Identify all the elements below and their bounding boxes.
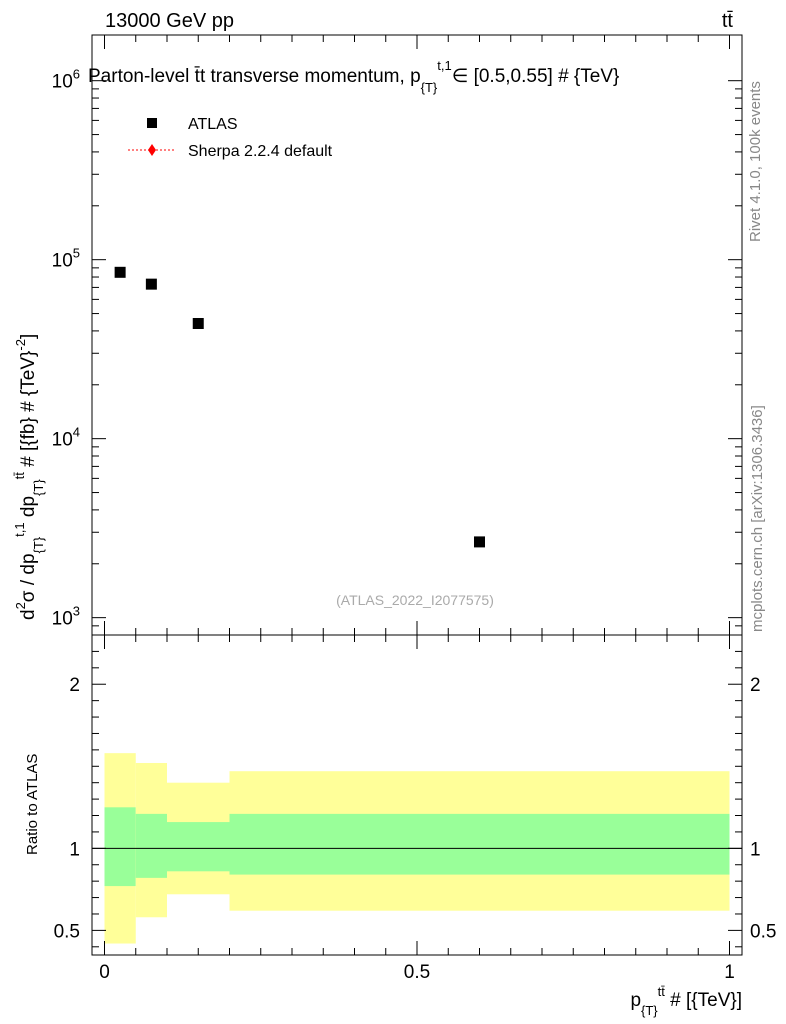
x-tick-label: 0.5 (404, 962, 430, 983)
main-y-tick-label: 104 (52, 425, 80, 451)
atlas-point (114, 266, 126, 278)
main-y-label: d2σ / dp{T}t,1 dp{T}tt̄ # [{fb} # {TeV}-… (12, 334, 46, 620)
rivet-label: Rivet 4.1.0, 100k events (747, 81, 764, 242)
analysis-watermark: (ATLAS_2022_I2077575) (336, 592, 494, 608)
ratio-panel: 0.5 0.51 12 2 0 0.5 1 (54, 634, 776, 983)
header-left: 13000 GeV pp (105, 10, 234, 32)
main-y-tick-label: 106 (52, 67, 80, 93)
x-tick-label: 1 (724, 962, 735, 983)
legend: ATLAS Sherpa 2.2.4 default (128, 116, 333, 160)
ratio-y-tick-label: 2 (69, 675, 80, 696)
main-title: Parton-level t̄t transverse momentum, p{… (88, 58, 619, 95)
x-axis-label: p{T}tt̄ # [{TeV}] (630, 984, 742, 1018)
mcplots-label: mcplots.cern.ch [arXiv:1306.3436] (749, 405, 766, 632)
legend-sherpa-marker (148, 144, 156, 156)
ratio-inner-band (167, 822, 230, 872)
ratio-y-tick-label-right: 2 (750, 675, 761, 696)
ratio-y-ticks: 0.5 0.5 1 1 2 2 (54, 650, 776, 948)
legend-atlas-label: ATLAS (188, 116, 238, 133)
ratio-inner-band (135, 813, 167, 878)
ratio-y-tick-label-right: 1 (750, 839, 761, 860)
x-tick-label: 0 (99, 962, 110, 983)
main-panel: 103 104 105 106 Parton-level t̄t transverse… (52, 34, 743, 636)
legend-atlas-marker (147, 118, 157, 128)
main-y-tick-label: 103 (52, 604, 80, 630)
ratio-bands (104, 753, 730, 944)
ratio-y-tick-label: 1 (69, 839, 80, 860)
atlas-point (145, 278, 157, 290)
main-x-ticks (104, 35, 730, 635)
atlas-point (192, 317, 204, 329)
ratio-y-tick-label-right: 0.5 (750, 921, 776, 942)
header-right: tt̄ (722, 10, 734, 32)
ratio-y-tick-label: 0.5 (54, 921, 80, 942)
main-y-ticks: 103 104 105 106 (52, 67, 742, 636)
ratio-inner-band (229, 813, 730, 875)
main-y-tick-label: 105 (52, 246, 80, 272)
legend-sherpa-label: Sherpa 2.2.4 default (188, 143, 333, 160)
ratio-y-label: Ratio to ATLAS (24, 754, 41, 855)
atlas-point (474, 536, 485, 548)
ratio-x-ticks: 0 0.5 1 (99, 635, 735, 983)
atlas-points (114, 266, 485, 548)
ratio-inner-band (104, 807, 136, 887)
